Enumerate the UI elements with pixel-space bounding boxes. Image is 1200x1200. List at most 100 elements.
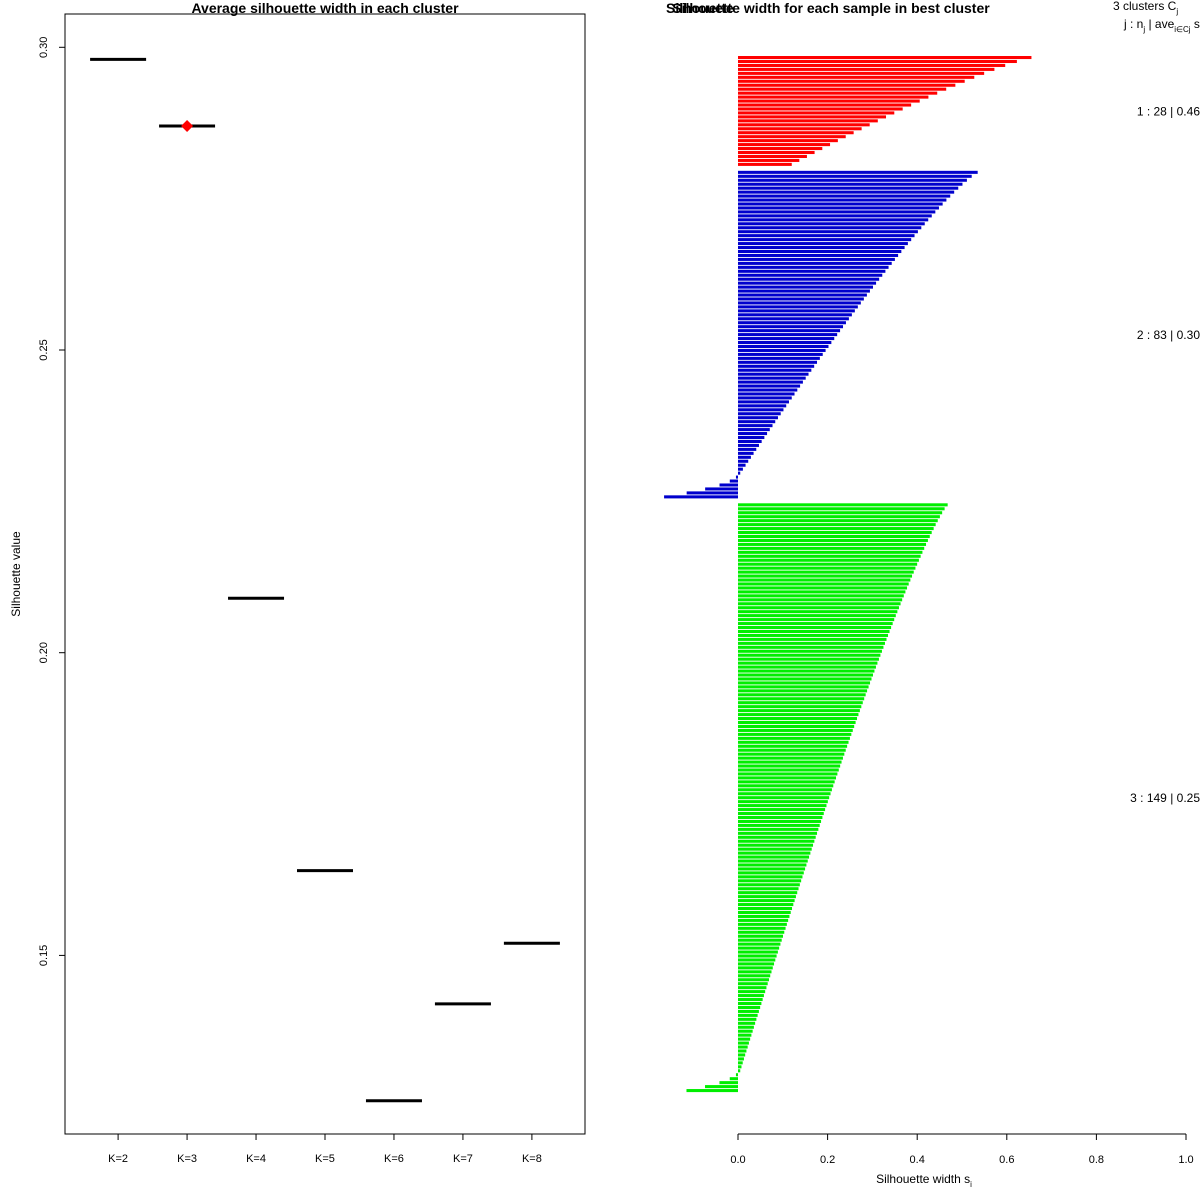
cluster-summary-label: 2 : 83 | 0.30: [1137, 328, 1200, 342]
sample-silhouette-bar: [738, 317, 849, 321]
sample-silhouette-bar: [738, 269, 886, 273]
sample-silhouette-bar: [738, 954, 777, 958]
sample-silhouette-bar: [738, 1013, 758, 1017]
legend-subheader: j : nj | avei∈Cj s: [1123, 17, 1200, 34]
sample-silhouette-bar: [738, 812, 824, 816]
sample-silhouette-bar: [738, 289, 870, 293]
cluster-summary-label: 1 : 28 | 0.46: [1137, 104, 1200, 118]
sample-silhouette-bar: [738, 210, 936, 214]
sample-silhouette-bar: [738, 839, 815, 843]
sample-silhouette-bar: [738, 717, 858, 721]
sample-silhouette-bar: [738, 344, 829, 349]
sample-silhouette-bar: [738, 451, 754, 455]
right-x-tick-label: 0.4: [910, 1154, 925, 1166]
right-chart: Silhouette width for each sample in best…: [664, 0, 1200, 1189]
sample-silhouette-bar: [738, 99, 920, 103]
sample-silhouette-bar: [738, 550, 923, 554]
sample-silhouette-bar: [738, 618, 895, 622]
sample-silhouette-bar: [738, 744, 848, 748]
sample-silhouette-bar: [738, 234, 915, 238]
sample-silhouette-bar: [738, 602, 901, 606]
sample-silhouette-bar: [738, 661, 878, 665]
sample-silhouette-bar: [705, 487, 738, 491]
sample-silhouette-bar: [738, 277, 880, 281]
right-x-axis-label: Silhouette width si: [876, 1172, 972, 1189]
sample-silhouette-bar: [738, 974, 771, 978]
legend-sub-end: s: [1191, 17, 1200, 31]
sample-silhouette-bar: [738, 1021, 756, 1025]
sample-silhouette-bar: [738, 1001, 762, 1006]
sample-silhouette-bar: [719, 1081, 738, 1085]
sample-silhouette-bar: [738, 538, 928, 542]
sample-silhouette-bar: [738, 835, 816, 839]
sample-silhouette-bar: [738, 986, 767, 990]
legend-header-main: 3 clusters C: [1113, 0, 1177, 13]
sample-silhouette-bar: [738, 503, 948, 507]
sample-silhouette-bar: [738, 819, 822, 823]
sample-silhouette-bar: [738, 978, 769, 982]
sample-silhouette-bar: [738, 127, 862, 131]
sample-silhouette-bar: [738, 333, 838, 337]
sample-silhouette-bar: [738, 313, 852, 317]
sample-silhouette-bar: [738, 226, 922, 230]
sample-silhouette-bar: [738, 728, 853, 732]
left-x-tick-label: K=3: [177, 1153, 197, 1165]
right-x-axis-label-main: Silhouette width s: [876, 1172, 970, 1186]
right-x-tick-label: 0.0: [730, 1154, 745, 1166]
best-cluster-marker: [181, 120, 194, 132]
right-x-axis: 0.0 0.2 0.4 0.6 0.8 1.0: [730, 1133, 1194, 1166]
sample-silhouette-bar: [738, 534, 930, 539]
legend-header: 3 clusters Cj: [1113, 0, 1178, 16]
sample-silhouette-bar: [738, 249, 902, 254]
sample-silhouette-bar: [738, 701, 863, 705]
sample-silhouette-bar: [738, 206, 939, 210]
sample-silhouette-bar: [738, 325, 844, 329]
sample-silhouette-bar: [738, 123, 870, 127]
sample-silhouette-bar: [738, 922, 787, 926]
sample-silhouette-bar: [738, 685, 869, 689]
sample-silhouette-bar: [738, 531, 932, 535]
sample-silhouette-bar: [735, 475, 738, 479]
sample-silhouette-bar: [738, 1053, 746, 1057]
sample-silhouette-bar: [738, 265, 889, 269]
sample-silhouette-bar: [738, 194, 951, 198]
sample-silhouette-bar: [738, 443, 759, 447]
sample-silhouette-bar: [738, 186, 959, 190]
sample-silhouette-bar: [738, 309, 855, 313]
sample-silhouette-bar: [738, 404, 787, 408]
sample-silhouette-bar: [738, 420, 776, 424]
left-x-tick-label: K=4: [246, 1153, 266, 1165]
cluster-labels: 1 : 28 | 0.46 2 : 83 | 0.30 3 : 149 | 0.25: [1130, 104, 1200, 805]
sample-silhouette-bar: [738, 594, 904, 598]
sample-silhouette-bar: [738, 131, 854, 135]
right-x-tick-label: 0.8: [1089, 1154, 1104, 1166]
sample-silhouette-bar: [738, 713, 859, 717]
sample-silhouette-bar: [738, 558, 919, 562]
sample-silhouette-bar: [738, 689, 868, 693]
sample-silhouette-bar: [738, 641, 885, 645]
sample-silhouette-bar: [738, 998, 763, 1002]
sample-silhouette-bar: [738, 59, 1017, 64]
sample-silhouette-bar: [738, 1069, 741, 1073]
left-chart-title: Average silhouette width in each cluster: [191, 0, 459, 16]
sample-silhouette-bar: [738, 649, 882, 653]
right-chart-title-overlay: Silhouette: [666, 0, 734, 16]
sample-silhouette-bar: [738, 736, 850, 740]
sample-silhouette-bar: [738, 566, 916, 570]
sample-silhouette-bar: [738, 625, 892, 630]
sample-silhouette-bar: [738, 364, 815, 368]
sample-silhouette-bar: [738, 610, 898, 614]
left-x-tick-label: K=6: [384, 1153, 404, 1165]
left-marks: [90, 57, 560, 1103]
sample-silhouette-bar: [738, 435, 765, 440]
sample-silhouette-bar: [738, 554, 921, 558]
sample-silhouette-bar: [738, 926, 786, 930]
sample-silhouette-bar: [738, 705, 862, 709]
right-x-tick-label: 1.0: [1178, 1154, 1193, 1166]
silhouette-bars: [664, 56, 1032, 1093]
left-chart: Average silhouette width in each cluster…: [9, 0, 586, 1165]
sample-silhouette-bar: [738, 756, 843, 760]
left-x-axis: K=2 K=3 K=4 K=5 K=6 K=7 K=8: [108, 1134, 542, 1165]
sample-silhouette-bar: [738, 507, 945, 511]
sample-silhouette-bar: [738, 788, 832, 792]
